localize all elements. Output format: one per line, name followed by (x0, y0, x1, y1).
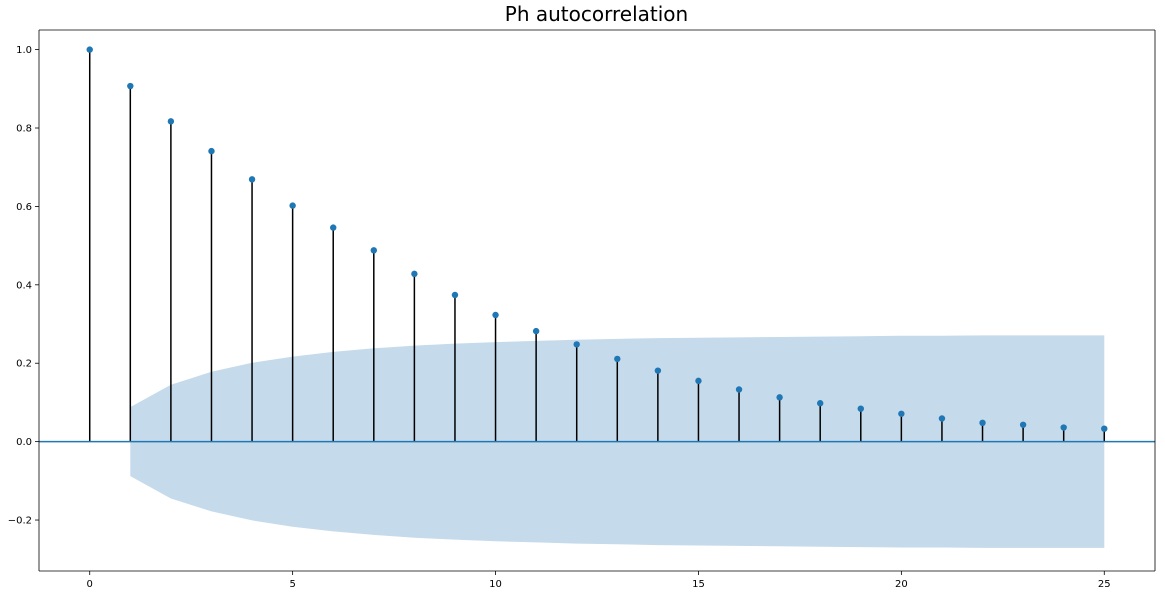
marker-lag-9 (451, 291, 459, 299)
x-tick-label-0: 0 (87, 579, 93, 590)
marker-lag-11 (532, 327, 540, 335)
y-tick-label-4: 0.6 (16, 202, 32, 213)
marker-lag-4 (248, 176, 256, 183)
marker-lag-23 (1019, 421, 1027, 428)
marker-lag-3 (208, 147, 215, 155)
marker-lag-10 (492, 311, 499, 319)
y-tick-label-6: 1.0 (16, 45, 32, 56)
marker-lag-20 (898, 410, 905, 417)
y-tick-label-5: 0.8 (16, 124, 32, 135)
marker-lag-8 (411, 270, 418, 278)
stems (88, 49, 1106, 442)
marker-lag-6 (330, 224, 337, 231)
y-ticks: −0.2 0.0 0.2 0.4 0.6 0.8 1.0 (8, 45, 39, 527)
marker-lag-19 (857, 405, 864, 412)
y-tick-label-2: 0.2 (16, 359, 32, 370)
marker-lag-25 (1101, 425, 1108, 432)
markers (86, 46, 1108, 432)
x-tick-label-20: 20 (895, 579, 908, 590)
marker-lag-15 (695, 377, 702, 385)
x-ticks: 0 5 10 15 20 25 (87, 571, 1111, 590)
y-tick-label-3: 0.4 (16, 280, 32, 291)
marker-lag-17 (776, 394, 783, 401)
x-tick-label-5: 5 (289, 579, 295, 590)
x-tick-label-15: 15 (692, 579, 705, 590)
marker-lag-16 (735, 386, 743, 393)
y-tick-label-0: −0.2 (8, 516, 32, 527)
chart-title: Ph autocorrelation (504, 2, 689, 26)
axes (38, 29, 1156, 572)
marker-lag-12 (573, 341, 580, 348)
marker-lag-21 (938, 415, 946, 422)
marker-lag-7 (370, 247, 377, 254)
x-tick-label-10: 10 (489, 579, 502, 590)
y-tick-label-1: 0.0 (16, 437, 32, 448)
marker-lag-0 (86, 46, 93, 53)
marker-lag-5 (289, 202, 296, 209)
marker-lag-18 (817, 400, 824, 407)
x-tick-label-25: 25 (1098, 579, 1111, 590)
marker-lag-1 (127, 82, 134, 90)
marker-lag-2 (167, 118, 175, 125)
marker-lag-14 (654, 367, 662, 374)
marker-lag-13 (614, 355, 621, 363)
marker-lag-24 (1060, 424, 1067, 431)
marker-lag-22 (979, 419, 986, 427)
